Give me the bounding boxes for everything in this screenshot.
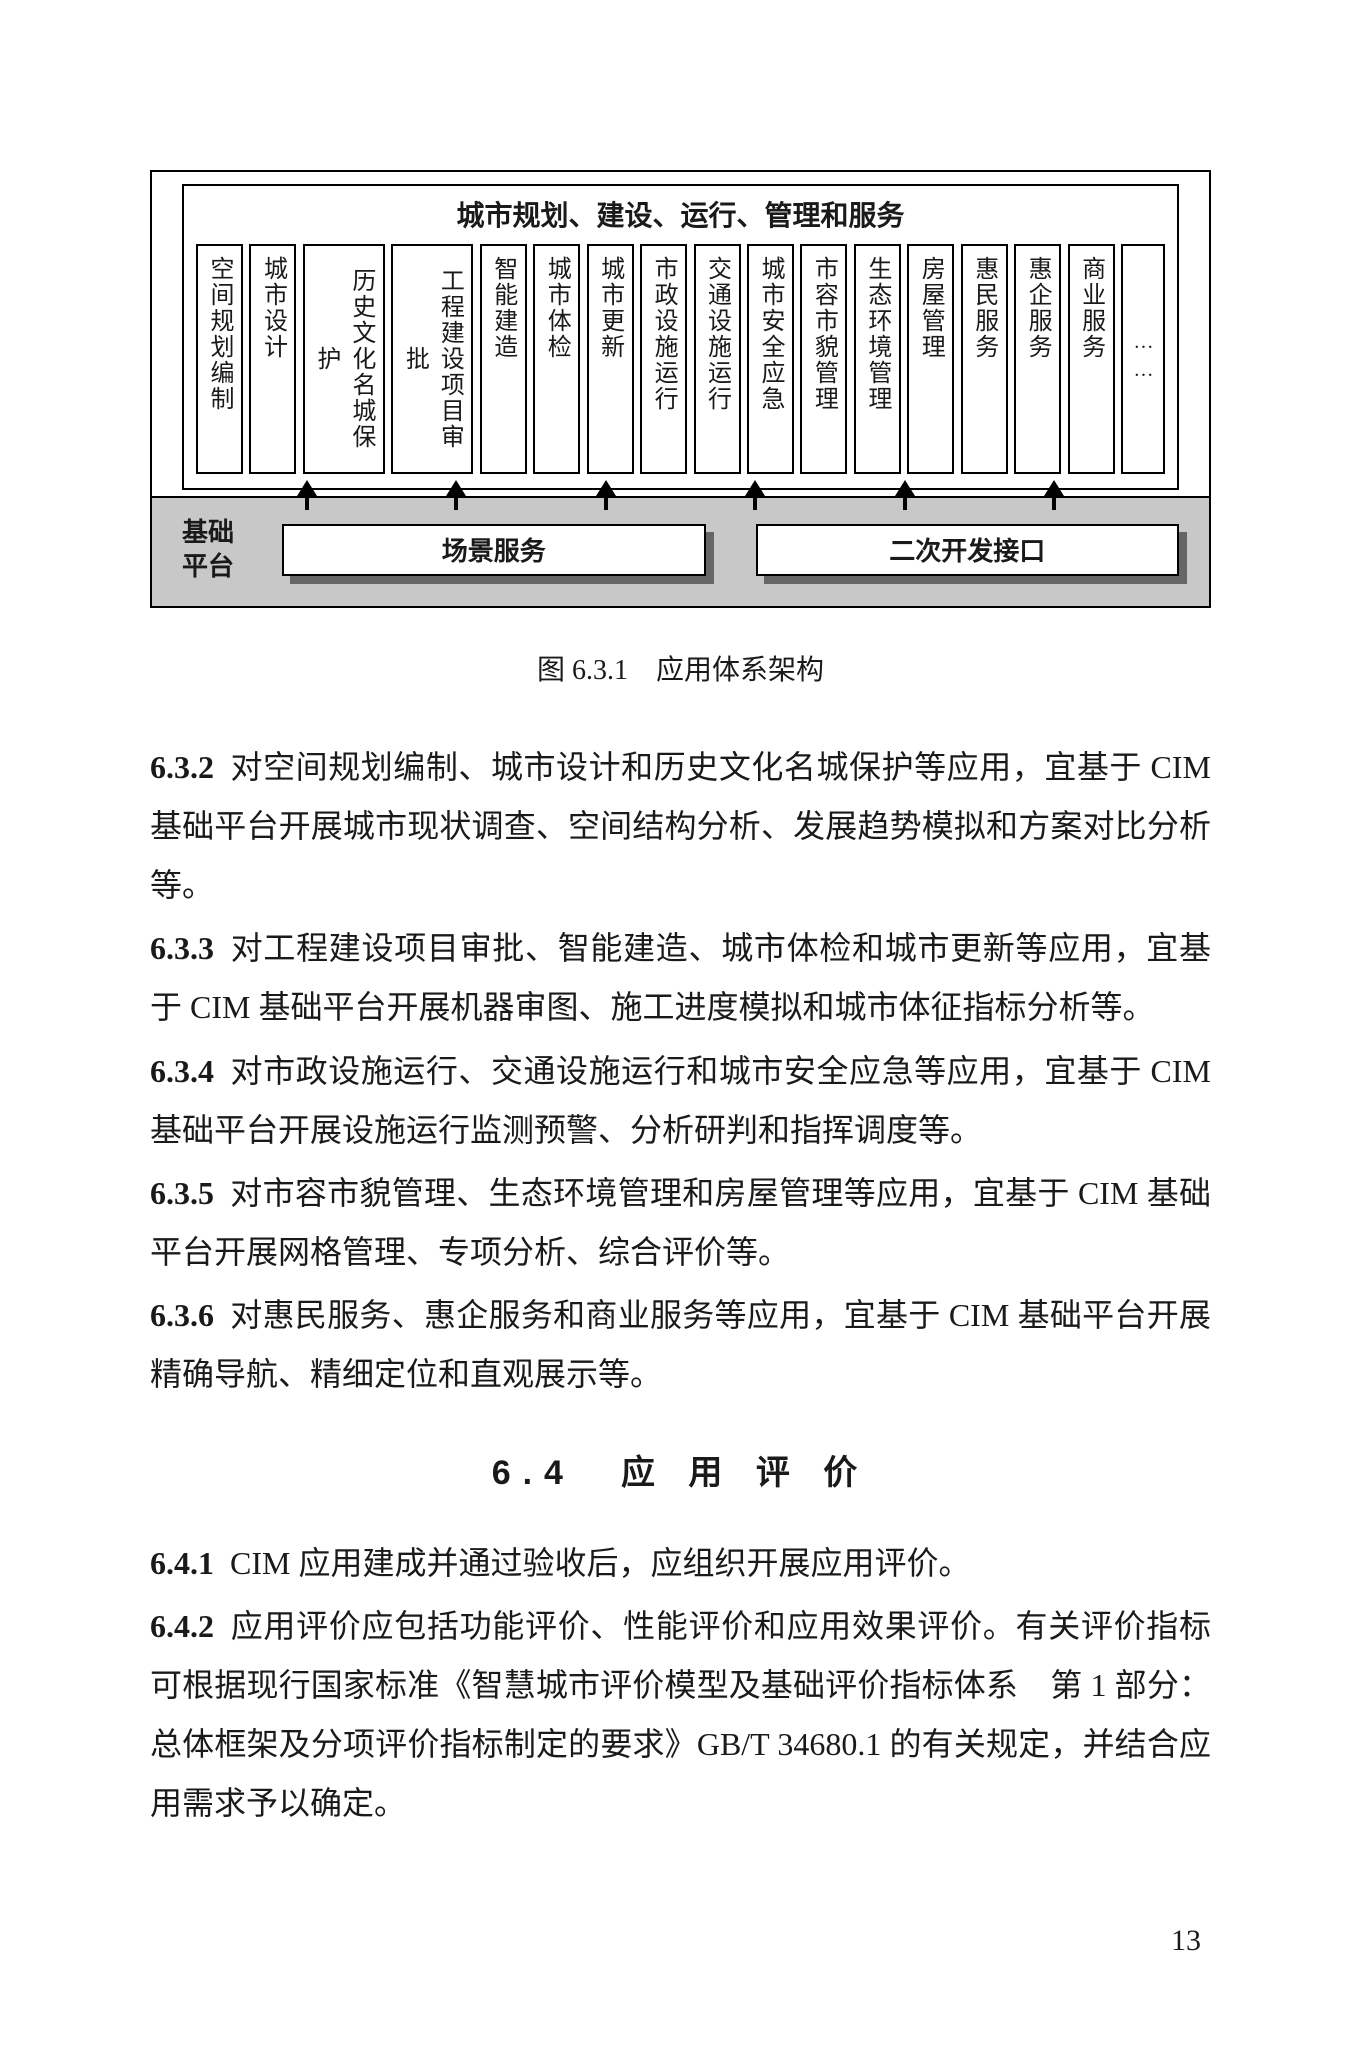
body-paragraph: 6.3.6对惠民服务、惠企服务和商业服务等应用，宜基于 CIM 基础平台开展精确…	[150, 1286, 1211, 1404]
paragraph-text: 对空间规划编制、城市设计和历史文化名城保护等应用，宜基于 CIM 基础平台开展城…	[150, 749, 1211, 903]
vertical-box-item: 城市设计	[249, 244, 296, 474]
document-page: 城市规划、建设、运行、管理和服务 空间规划编制城市设计历史文化名城保护工程建设项…	[0, 0, 1361, 1834]
figure-caption: 图 6.3.1 应用体系架构	[150, 648, 1211, 688]
page-number: 13	[1171, 1924, 1201, 1958]
section-number: 6.4.1	[150, 1545, 214, 1581]
platform-boxes: 场景服务二次开发接口	[282, 524, 1179, 576]
vertical-box-item: 生态环境管理	[854, 244, 901, 474]
vertical-box-item: 市容市貌管理	[800, 244, 847, 474]
vertical-box-item: 惠企服务	[1014, 244, 1061, 474]
vertical-box-item: 市政设施运行	[640, 244, 687, 474]
section-number: 6.3.5	[150, 1175, 214, 1211]
vertical-box-item: 工程建设项目审批	[391, 244, 473, 474]
section-number: 6.3.3	[150, 930, 214, 966]
body-paragraph: 6.3.4对市政设施运行、交通设施运行和城市安全应急等应用，宜基于 CIM 基础…	[150, 1042, 1211, 1160]
architecture-diagram: 城市规划、建设、运行、管理和服务 空间规划编制城市设计历史文化名城保护工程建设项…	[150, 170, 1211, 608]
vertical-box-item: 城市体检	[533, 244, 580, 474]
vertical-box-item: 历史文化名城保护	[303, 244, 385, 474]
platform-label: 基础平台	[182, 516, 252, 584]
vertical-box-item: 商业服务	[1068, 244, 1115, 474]
section-number: 6.4.2	[150, 1608, 214, 1644]
body-paragraph: 6.3.2对空间规划编制、城市设计和历史文化名城保护等应用，宜基于 CIM 基础…	[150, 738, 1211, 916]
vertical-box-item: 空间规划编制	[196, 244, 243, 474]
vertical-box-ellipsis: ……	[1121, 244, 1165, 474]
paragraph-text: 对惠民服务、惠企服务和商业服务等应用，宜基于 CIM 基础平台开展精确导航、精细…	[150, 1297, 1211, 1392]
vertical-box-item: 交通设施运行	[694, 244, 741, 474]
body-paragraph: 6.3.5对市容市貌管理、生态环境管理和房屋管理等应用，宜基于 CIM 基础平台…	[150, 1164, 1211, 1282]
platform-box-label: 场景服务	[282, 524, 706, 576]
paragraph-text: 对市容市貌管理、生态环境管理和房屋管理等应用，宜基于 CIM 基础平台开展网格管…	[150, 1175, 1211, 1270]
vertical-box-item: 房屋管理	[907, 244, 954, 474]
paragraph-text: 应用评价应包括功能评价、性能评价和应用效果评价。有关评价指标可根据现行国家标准《…	[150, 1608, 1211, 1822]
diagram-top-title: 城市规划、建设、运行、管理和服务	[196, 194, 1165, 234]
platform-box: 二次开发接口	[756, 524, 1180, 576]
section-number: 6.3.6	[150, 1297, 214, 1333]
section-number: 6.3.2	[150, 749, 214, 785]
vertical-box-item: 智能建造	[480, 244, 527, 474]
body-paragraph: 6.3.3对工程建设项目审批、智能建造、城市体检和城市更新等应用，宜基于 CIM…	[150, 919, 1211, 1037]
body-text-block-2: 6.4.1 CIM 应用建成并通过验收后，应组织开展应用评价。 6.4.2应用评价应…	[150, 1534, 1211, 1834]
platform-box: 场景服务	[282, 524, 706, 576]
vertical-box-row: 空间规划编制城市设计历史文化名城保护工程建设项目审批智能建造城市体检城市更新市政…	[196, 244, 1165, 474]
body-paragraph: 6.4.2应用评价应包括功能评价、性能评价和应用效果评价。有关评价指标可根据现行…	[150, 1597, 1211, 1834]
vertical-box-item: 城市更新	[587, 244, 634, 474]
diagram-top-box: 城市规划、建设、运行、管理和服务 空间规划编制城市设计历史文化名城保护工程建设项…	[182, 184, 1179, 490]
body-text-block-1: 6.3.2对空间规划编制、城市设计和历史文化名城保护等应用，宜基于 CIM 基础…	[150, 738, 1211, 1405]
platform-box-label: 二次开发接口	[756, 524, 1180, 576]
platform-band: 基础平台 场景服务二次开发接口	[152, 496, 1209, 606]
vertical-box-item: 惠民服务	[961, 244, 1008, 474]
section-heading: 6.4 应 用 评 价	[150, 1445, 1211, 1494]
paragraph-text: 对市政设施运行、交通设施运行和城市安全应急等应用，宜基于 CIM 基础平台开展设…	[150, 1053, 1211, 1148]
section-number: 6.3.4	[150, 1053, 214, 1089]
paragraph-text: 对工程建设项目审批、智能建造、城市体检和城市更新等应用，宜基于 CIM 基础平台…	[150, 930, 1211, 1025]
vertical-box-item: 城市安全应急	[747, 244, 794, 474]
body-paragraph: 6.4.1 CIM 应用建成并通过验收后，应组织开展应用评价。	[150, 1534, 1211, 1593]
paragraph-text: CIM 应用建成并通过验收后，应组织开展应用评价。	[230, 1545, 970, 1581]
